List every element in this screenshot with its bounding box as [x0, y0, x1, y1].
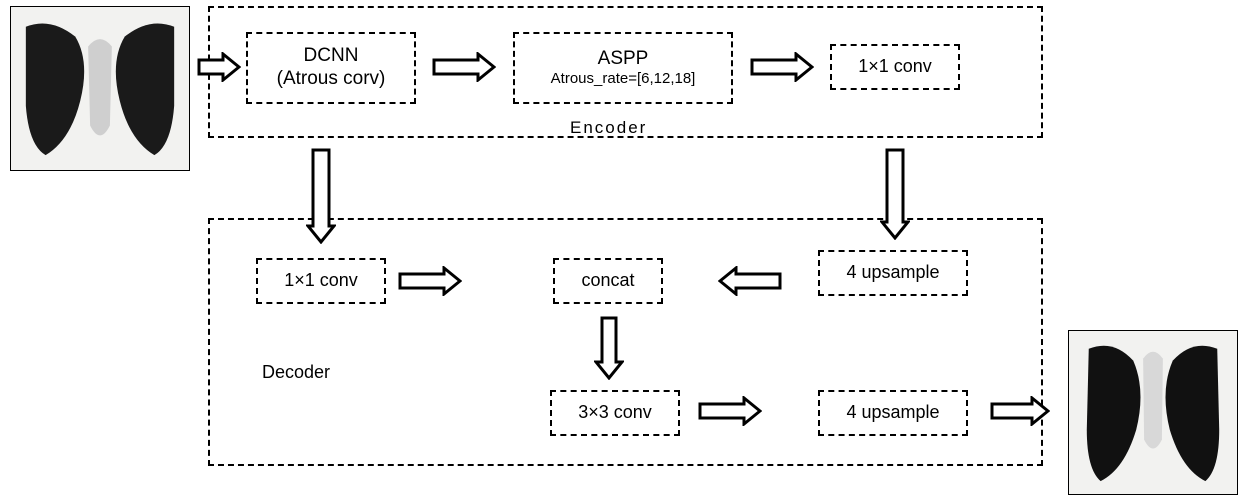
- conv3x3-box: 3×3 conv: [550, 390, 680, 436]
- aspp-line2: Atrous_rate=[6,12,18]: [551, 70, 696, 88]
- conv1x1-encoder-text: 1×1 conv: [858, 56, 932, 78]
- output-image: [1068, 330, 1238, 495]
- input-image: [10, 6, 190, 171]
- aspp-line1: ASPP: [598, 48, 649, 71]
- upsample2-box: 4 upsample: [818, 390, 968, 436]
- dcnn-box: DCNN (Atrous corv): [246, 32, 416, 104]
- arrow-a-input-dcnn: [197, 52, 241, 82]
- conv3x3-text: 3×3 conv: [578, 402, 652, 424]
- dcnn-line2: (Atrous corv): [277, 68, 386, 91]
- concat-box: concat: [553, 258, 663, 304]
- decoder-label: Decoder: [262, 362, 330, 383]
- arrow-a-dcnn-conv1d: [306, 148, 336, 244]
- arrow-a-conv1e-ups1: [880, 148, 910, 240]
- aspp-box: ASPP Atrous_rate=[6,12,18]: [513, 32, 733, 104]
- upsample1-box: 4 upsample: [818, 250, 968, 296]
- arrow-a-aspp-conv1e: [750, 52, 814, 82]
- encoder-label: Encoder: [570, 118, 647, 138]
- conv1x1-encoder-box: 1×1 conv: [830, 44, 960, 90]
- arrow-a-concat-conv3: [594, 316, 624, 380]
- dcnn-line1: DCNN: [304, 45, 359, 68]
- arrow-a-conv3-ups2: [698, 396, 762, 426]
- arrow-a-ups2-output: [990, 396, 1050, 426]
- arrow-a-conv1d-concat: [398, 266, 462, 296]
- arrow-a-dcnn-aspp: [432, 52, 496, 82]
- conv1x1-decoder-box: 1×1 conv: [256, 258, 386, 304]
- arrow-a-ups1-concat: [718, 266, 782, 296]
- upsample1-text: 4 upsample: [846, 262, 939, 284]
- upsample2-text: 4 upsample: [846, 402, 939, 424]
- concat-text: concat: [581, 270, 634, 292]
- conv1x1-decoder-text: 1×1 conv: [284, 270, 358, 292]
